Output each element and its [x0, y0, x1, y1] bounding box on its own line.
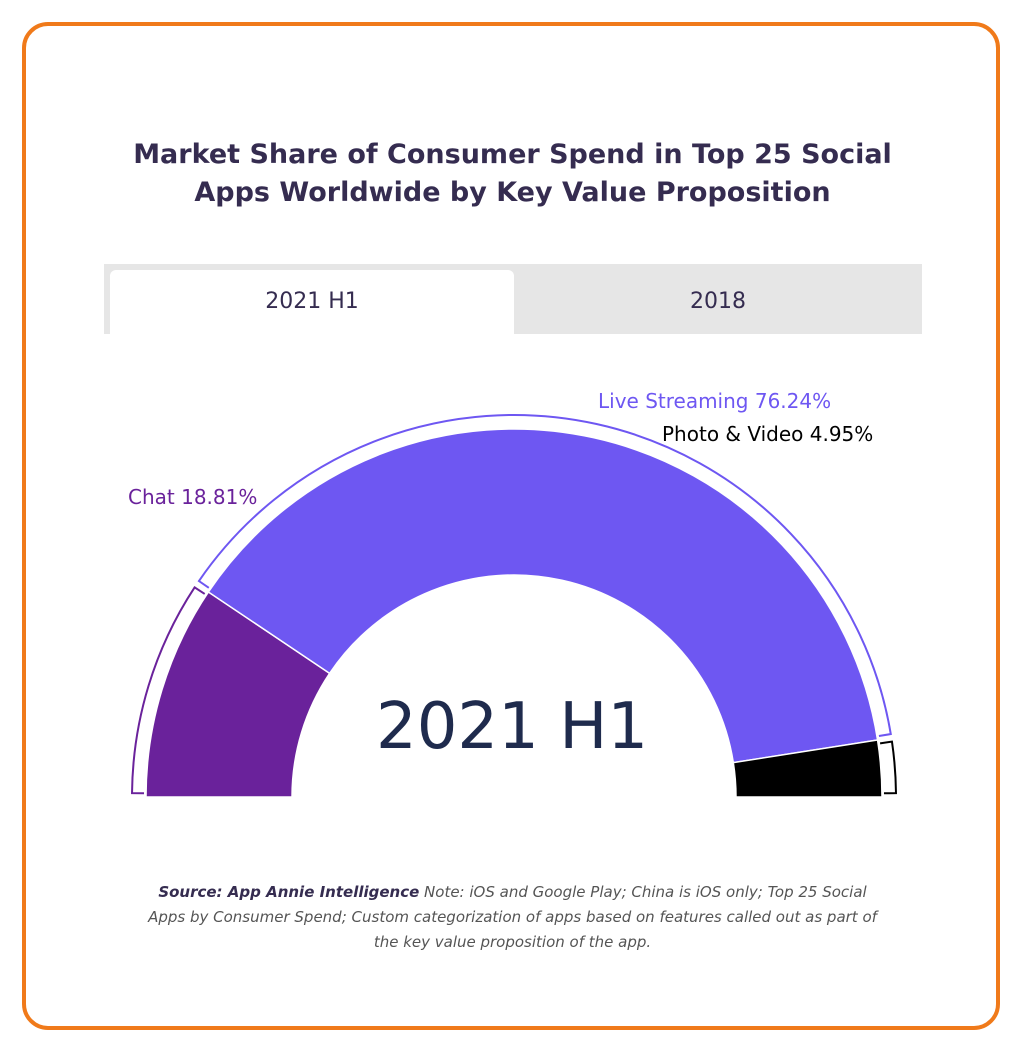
tab-2018[interactable]: 2018	[690, 289, 746, 314]
slice-live-streaming[interactable]	[207, 428, 879, 764]
data-label-live-streaming: Live Streaming 76.24%	[598, 389, 831, 413]
chart-title-line-2: Apps Worldwide by Key Value Proposition	[194, 177, 831, 208]
period-tabs: 2021 H1 2018	[104, 264, 922, 334]
data-label-photo-video: Photo & Video 4.95%	[662, 422, 873, 446]
bracket-chat	[131, 585, 206, 795]
bracket-photo-video	[879, 740, 897, 795]
bracket-live-streaming	[197, 414, 892, 738]
chart-title-line-1: Market Share of Consumer Spend in Top 25…	[133, 139, 892, 170]
source-bold: Source: App Annie Intelligence	[158, 883, 420, 901]
source-note: Source: App Annie Intelligence Note: iOS…	[140, 880, 885, 955]
chart-title: Market Share of Consumer Spend in Top 25…	[100, 136, 925, 212]
source-text: Note: iOS and Google Play; China is iOS …	[148, 883, 877, 951]
data-label-chat: Chat 18.81%	[128, 485, 257, 509]
center-label: 2021 H1	[376, 690, 648, 764]
tab-2021-h1[interactable]: 2021 H1	[110, 270, 514, 334]
slice-photo-video[interactable]	[732, 739, 883, 798]
